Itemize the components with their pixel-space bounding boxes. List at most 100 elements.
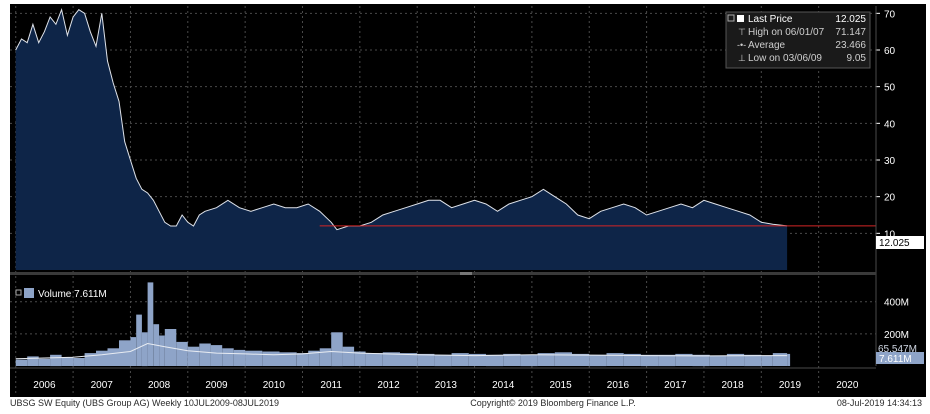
last-price-tag-box	[876, 236, 924, 249]
volume-bar	[331, 332, 343, 367]
average-marker-icon: -•-	[737, 40, 746, 50]
x-tick-label: 2013	[435, 380, 458, 391]
legend-label-average: Average	[748, 40, 786, 51]
volume-bar	[787, 353, 791, 366]
volume-bar	[50, 354, 62, 367]
price-tick-label: 60	[884, 46, 896, 57]
last-price-tag: 12.025	[876, 236, 924, 249]
footer-security: UBSG SW Equity (UBS Group AG) Weekly 10J…	[10, 398, 279, 408]
volume-bar	[761, 355, 773, 366]
footer-copyright: Copyright© 2019 Bloomberg Finance L.P.	[470, 398, 636, 408]
volume-bar	[136, 314, 142, 366]
x-tick-label: 2018	[721, 380, 744, 391]
last-price-tag-text: 12.025	[879, 238, 910, 249]
volume-bar	[96, 350, 108, 366]
volume-bar	[354, 351, 366, 366]
volume-bar	[434, 354, 452, 367]
x-tick-label: 2012	[377, 380, 400, 391]
volume-bar	[417, 353, 435, 366]
x-tick-label: 2014	[492, 380, 515, 391]
volume-bar	[73, 358, 85, 366]
volume-bar	[468, 353, 486, 366]
volume-bar	[199, 343, 211, 366]
x-tick-label: 2011	[320, 380, 342, 391]
volume-bar	[503, 353, 521, 366]
volume-bar	[245, 350, 263, 366]
volume-bar	[342, 346, 355, 366]
price-tick-label: 10	[884, 229, 896, 240]
legend-value-last: 12.025	[835, 14, 866, 25]
volume-bar	[119, 340, 131, 366]
volume-panel: 200M 400M Volume 7.611M 65.547M 7.611M	[10, 282, 924, 367]
volume-bar	[233, 349, 246, 366]
high-marker-icon: ⊤	[738, 27, 746, 37]
x-tick-label: 2020	[836, 380, 859, 391]
legend-collapse-icon[interactable]	[727, 14, 735, 22]
x-tick-label: 2008	[148, 380, 171, 391]
price-tick-label: 40	[884, 119, 896, 130]
volume-bar	[606, 353, 624, 366]
x-tick-label: 2007	[91, 380, 114, 391]
volume-average-tag: 65.547M	[878, 344, 917, 355]
volume-bar	[296, 353, 309, 366]
volume-bar	[15, 359, 28, 366]
volume-bar	[486, 354, 504, 367]
panel-divider[interactable]	[10, 272, 876, 275]
volume-bar	[520, 354, 538, 367]
price-line	[15, 7, 788, 231]
volume-bar	[709, 355, 727, 366]
volume-bar	[640, 354, 659, 367]
volume-bar	[141, 332, 148, 367]
volume-bar	[319, 348, 332, 366]
legend-swatch-icon	[737, 15, 744, 22]
x-tick-label: 2009	[205, 380, 228, 391]
volume-bar	[27, 356, 39, 366]
x-tick-label: 2006	[33, 380, 56, 391]
price-tick-label: 30	[884, 156, 896, 167]
volume-collapse-icon[interactable]	[15, 289, 22, 296]
legend-box	[725, 11, 871, 69]
x-axis: 2006 2007 2008 2009 2010 2011 2012 2013 2014 2015…	[10, 367, 876, 391]
panel-resize-handle[interactable]	[460, 272, 472, 275]
price-tick-label: 70	[884, 9, 896, 20]
volume-bar	[658, 354, 676, 367]
low-marker-icon: ⊥	[738, 53, 746, 63]
volume-bar	[308, 350, 320, 366]
x-tick-label: 2019	[779, 380, 802, 391]
volume-bar	[726, 353, 745, 366]
volume-bar	[147, 282, 154, 366]
volume-bars	[15, 282, 791, 367]
volume-bar	[589, 354, 607, 367]
volume-bar	[159, 335, 165, 366]
volume-bar	[210, 345, 223, 366]
chart-background	[10, 4, 926, 397]
volume-bar	[222, 348, 234, 366]
volume-title: Volume 7.611M	[38, 289, 107, 300]
volume-bar	[187, 346, 200, 366]
volume-legend: Volume 7.611M	[15, 288, 107, 300]
volume-bar	[61, 357, 74, 366]
volume-axis: 200M 400M	[884, 298, 909, 341]
volume-grid	[10, 301, 876, 335]
volume-bar	[365, 353, 383, 366]
price-tick-label: 20	[884, 193, 896, 204]
volume-bar	[107, 348, 119, 366]
volume-bar	[262, 351, 280, 366]
volume-tags: 65.547M 7.611M	[876, 344, 924, 365]
price-area	[15, 9, 788, 270]
x-tick-label: 2016	[607, 380, 630, 391]
volume-bar	[451, 353, 469, 366]
volume-average-line	[15, 342, 788, 360]
legend-label-last: Last Price	[748, 14, 793, 25]
volume-bar	[279, 352, 297, 366]
price-tick-label: 50	[884, 83, 896, 94]
volume-bar	[623, 353, 641, 366]
volume-bar	[537, 353, 555, 366]
volume-tick-label: 200M	[884, 330, 909, 341]
legend-label-low: Low on 03/06/09	[748, 53, 822, 64]
legend-value-low: 9.05	[847, 53, 867, 64]
volume-bar	[744, 354, 762, 367]
x-tick-label: 2015	[549, 380, 572, 391]
volume-bar	[38, 358, 51, 366]
volume-bar	[400, 353, 418, 366]
